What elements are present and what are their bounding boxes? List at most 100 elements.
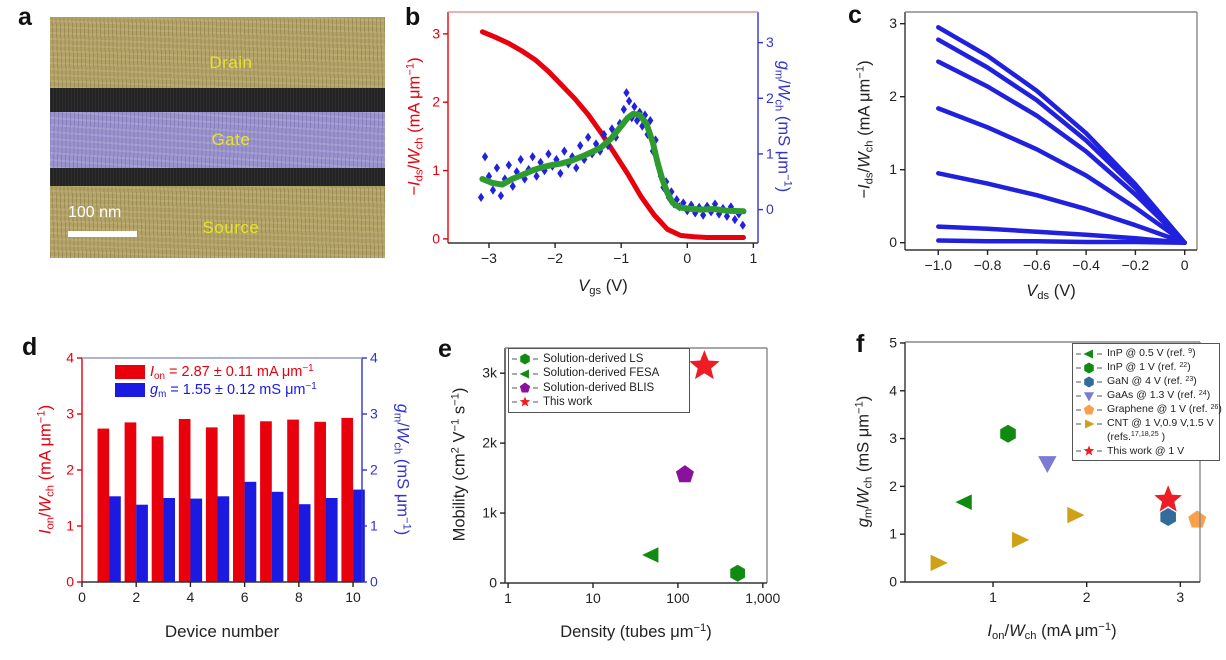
svg-text:0: 0 xyxy=(683,250,691,266)
svg-text:−0.6: −0.6 xyxy=(1023,257,1051,273)
svg-text:−0.8: −0.8 xyxy=(974,257,1002,273)
svg-text:3: 3 xyxy=(66,406,74,422)
legend-item: CNT @ 1 V,0.9 V,1.5 V xyxy=(1076,417,1214,431)
svg-text:0: 0 xyxy=(889,234,897,250)
panel-f-xlabel: Ion/Wch (mA μm−1) xyxy=(987,621,1117,643)
tri-left-marker-icon xyxy=(512,369,538,379)
panel-b-letter: b xyxy=(405,3,421,31)
panel-d-ylabel-right: gm/Wch (mS μm−1) xyxy=(391,403,413,536)
svg-text:1: 1 xyxy=(432,162,440,178)
svg-text:1,000: 1,000 xyxy=(745,590,780,606)
gate-label: Gate xyxy=(211,130,251,149)
panel-e-ylabel: Mobility (cm2 V−1 s−1) xyxy=(449,387,469,542)
panel-c-ylabel: −Ids/Wch (mA μm−1) xyxy=(854,60,876,199)
svg-text:1: 1 xyxy=(370,518,378,534)
panel-a: a Drain Gate Source 100 nm xyxy=(0,0,400,325)
scale-bar-label: 100 nm xyxy=(68,204,122,221)
svg-text:10: 10 xyxy=(345,589,361,605)
svg-text:6: 6 xyxy=(241,589,249,605)
legend-item-continuation: (refs.17,18,25 ) xyxy=(1107,430,1166,443)
scale-bar xyxy=(68,231,137,237)
legend-item: Solution-derived FESA xyxy=(512,366,684,380)
legend-swatch xyxy=(115,365,145,380)
svg-text:2: 2 xyxy=(889,478,897,494)
svg-text:4: 4 xyxy=(889,382,897,398)
panel-c: c −1.0 −0.8 −0.6 −0.4 −0.2 0 0 1 2 3 −Ids/Wch (mA… xyxy=(820,0,1226,325)
legend-item: GaAs @ 1.3 V (ref. 24) xyxy=(1076,389,1214,403)
svg-text:0: 0 xyxy=(432,230,440,246)
tri-down-marker-icon xyxy=(1076,392,1102,402)
panel-f: f 1 2 3 0 1 2 3 4 5 InP @ 0.5 V (ref. 9) InP @ 1 … xyxy=(820,330,1226,655)
svg-text:−3: −3 xyxy=(481,250,497,266)
star-marker-icon xyxy=(1076,445,1102,456)
panel-b: b −3 −2 −1 0 1 0 1 2 3 0 1 2 3 −Ids/Wch (mA μm−1) gm… xyxy=(400,0,810,325)
svg-text:3: 3 xyxy=(1176,589,1184,605)
panel-d-ylabel-left: Ion/Wch (mA μm−1) xyxy=(35,404,57,535)
svg-text:2: 2 xyxy=(766,90,774,106)
panel-e-letter: e xyxy=(438,335,452,363)
legend-item: This work @ 1 V xyxy=(1076,444,1214,458)
legend-item: Solution-derived BLIS xyxy=(512,381,684,395)
panel-e: e 1 10 100 1,000 0 1k 2k 3k Solution-derived LS… xyxy=(430,330,820,655)
svg-text:2: 2 xyxy=(1083,589,1091,605)
svg-text:4: 4 xyxy=(370,350,378,366)
svg-text:0: 0 xyxy=(889,574,897,590)
panel-d-chart: 0 2 4 6 8 10 0 1 2 3 4 0 1 2 3 4 xyxy=(66,350,378,606)
panel-e-legend: Solution-derived LS Solution-derived FESA… xyxy=(508,348,690,413)
gate-region: Gate xyxy=(50,112,385,168)
panel-b-xlabel: Vgs (V) xyxy=(578,277,628,298)
svg-text:2k: 2k xyxy=(482,435,498,451)
svg-text:1: 1 xyxy=(749,250,757,266)
svg-text:8: 8 xyxy=(295,589,303,605)
svg-text:2: 2 xyxy=(66,462,74,478)
svg-text:0: 0 xyxy=(370,574,378,590)
hexagon-marker-icon xyxy=(1076,376,1102,388)
legend-item: InP @ 1 V (ref. 22) xyxy=(1076,361,1214,375)
panel-f-legend: InP @ 0.5 V (ref. 9) InP @ 1 V (ref. 22) G… xyxy=(1072,343,1222,462)
panel-f-letter: f xyxy=(856,330,865,358)
panel-e-chart: 1 10 100 1,000 0 1k 2k 3k xyxy=(482,347,781,606)
svg-text:3: 3 xyxy=(370,406,378,422)
svg-text:3: 3 xyxy=(432,25,440,41)
source-label: Source xyxy=(202,218,260,237)
panel-d-letter: d xyxy=(22,333,38,361)
hexagon-marker-icon xyxy=(512,353,538,365)
tri-left-marker-icon xyxy=(1076,349,1102,359)
legend-item: Solution-derived LS xyxy=(512,352,684,366)
drain-label: Drain xyxy=(209,53,253,72)
legend-item: Ion = 2.87 ± 0.11 mA μm−1 xyxy=(115,363,317,382)
svg-text:1: 1 xyxy=(989,589,997,605)
svg-text:2: 2 xyxy=(889,88,897,104)
sem-image: Drain Gate Source 100 nm xyxy=(50,17,385,258)
svg-text:3: 3 xyxy=(889,15,897,31)
svg-text:3: 3 xyxy=(889,430,897,446)
svg-text:1: 1 xyxy=(889,526,897,542)
panel-d: d 0 2 4 6 8 10 0 1 2 3 4 0 1 2 3 4 Ion = 2.87 ± 0.11 mA… xyxy=(20,330,430,655)
svg-text:1: 1 xyxy=(889,161,897,177)
svg-text:−0.2: −0.2 xyxy=(1122,257,1150,273)
svg-text:10: 10 xyxy=(585,590,601,606)
panel-b-chart: −3 −2 −1 0 1 0 1 2 3 0 1 2 3 xyxy=(432,11,774,266)
panel-b-ylabel-right: gm/Wch (mS μm−1) xyxy=(772,60,794,193)
legend-item: This work xyxy=(512,395,684,409)
panel-f-ylabel: gm/Wch (mS μm−1) xyxy=(853,395,875,528)
legend-swatch xyxy=(115,383,145,398)
svg-text:4: 4 xyxy=(66,350,74,366)
panel-c-letter: c xyxy=(848,1,862,29)
panel-c-xlabel: Vds (V) xyxy=(1026,282,1076,303)
source-electrode-region: Source 100 nm xyxy=(50,186,385,258)
panel-b-ylabel-left: −Ids/Wch (mA μm−1) xyxy=(404,57,426,196)
svg-text:−0.4: −0.4 xyxy=(1072,257,1100,273)
svg-text:5: 5 xyxy=(889,334,897,350)
svg-text:1: 1 xyxy=(66,518,74,534)
svg-text:−1: −1 xyxy=(613,250,629,266)
panel-f-chart: 1 2 3 0 1 2 3 4 5 xyxy=(889,334,1207,605)
svg-text:0: 0 xyxy=(78,589,86,605)
drain-electrode-region: Drain xyxy=(50,17,385,88)
legend-item: Graphene @ 1 V (ref. 26) xyxy=(1076,403,1222,417)
panel-e-xlabel: Density (tubes μm−1) xyxy=(560,622,712,641)
legend-item: gm = 1.55 ± 0.12 mS μm−1 xyxy=(115,381,317,400)
tri-right-marker-icon xyxy=(1076,419,1102,429)
svg-text:0: 0 xyxy=(766,201,774,217)
